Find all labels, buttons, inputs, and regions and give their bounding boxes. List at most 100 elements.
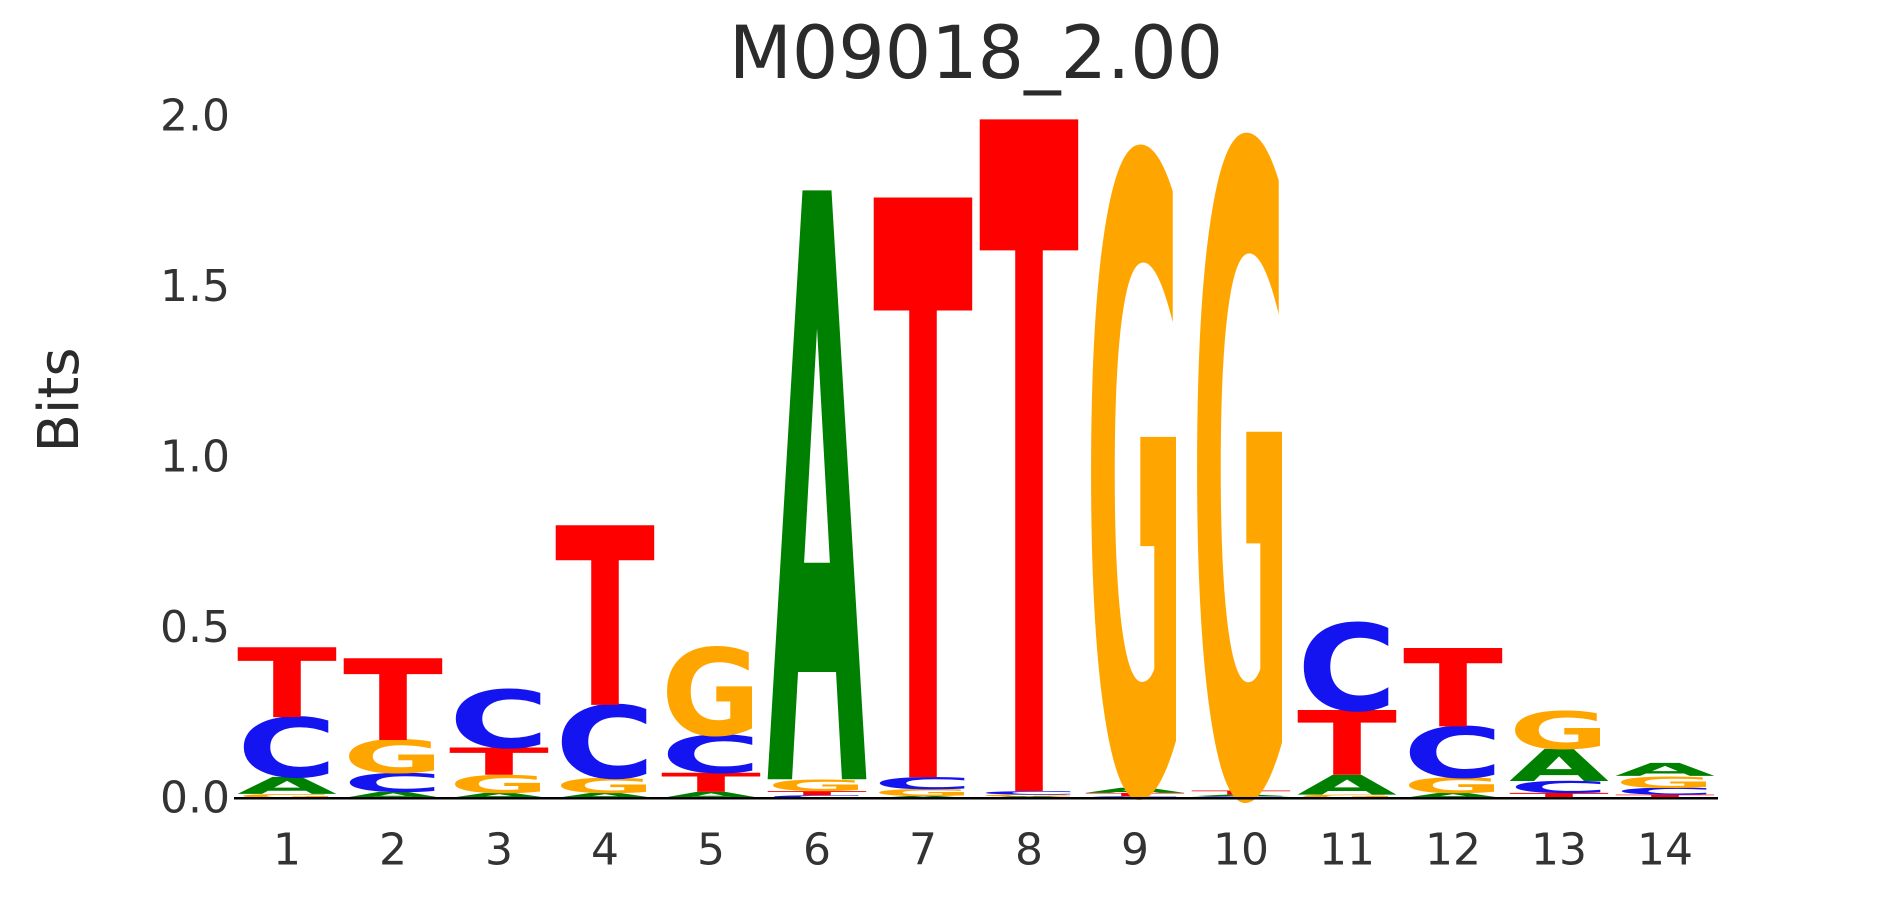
svg-text:A: A: [1191, 794, 1291, 797]
svg-text:T: T: [1085, 792, 1185, 797]
svg-text:A: A: [343, 790, 443, 800]
logo-letter-G: G: [661, 624, 761, 763]
svg-text:T: T: [555, 477, 655, 764]
svg-text:T: T: [979, 0, 1080, 900]
logo-letter-G: G: [1297, 794, 1397, 799]
svg-text:G: G: [555, 774, 655, 798]
svg-text:C: C: [1615, 786, 1715, 797]
logo-letter-C: C: [1615, 786, 1715, 797]
logo-letter-A: A: [237, 773, 337, 800]
svg-text:A: A: [237, 773, 337, 800]
x-tick-label: 6: [803, 825, 831, 876]
svg-text:A: A: [1509, 741, 1609, 792]
svg-text:T: T: [767, 790, 867, 797]
svg-text:C: C: [1297, 599, 1397, 738]
svg-text:G: G: [661, 624, 761, 763]
svg-text:C: C: [555, 685, 655, 802]
y-tick-label: 1.5: [160, 261, 230, 312]
svg-text:T: T: [1509, 791, 1609, 799]
logo-letter-G: G: [1615, 772, 1715, 791]
svg-text:T: T: [449, 740, 550, 784]
logo-letter-C: C: [343, 768, 443, 798]
svg-text:A: A: [555, 791, 655, 799]
svg-text:C: C: [343, 768, 443, 798]
svg-text:C: C: [449, 674, 549, 766]
logo-letter-T: T: [979, 0, 1080, 900]
svg-text:T: T: [1297, 693, 1398, 796]
y-tick-label: 1.0: [160, 432, 230, 483]
logo-letter-C: C: [1403, 713, 1503, 794]
svg-text:G: G: [767, 776, 867, 795]
logo-letter-C: C: [1297, 599, 1397, 738]
logo-letter-A: A: [1191, 794, 1291, 797]
logo-letter-G: G: [1085, 0, 1185, 900]
logo-letter-A: A: [449, 791, 549, 799]
x-tick-label: 14: [1637, 825, 1693, 876]
logo-letter-A: A: [1509, 741, 1609, 792]
svg-text:T: T: [1191, 789, 1291, 796]
logo-letter-C: C: [1509, 778, 1609, 797]
logo-letter-stacks: GACTACGTAGTCAGCTATCGCTGAAGCTAGCTCTAGCATG…: [237, 0, 1716, 900]
x-tick-label: 10: [1213, 825, 1269, 876]
x-axis-tick-labels: 1 2 3 4 5 6 7 8 9 10 11 12 13 14: [273, 825, 1693, 876]
logo-letter-T: T: [555, 477, 655, 764]
y-tick-label: 0.0: [160, 773, 230, 824]
svg-text:G: G: [1191, 0, 1291, 900]
x-tick-label: 7: [909, 825, 937, 876]
logo-letter-G: G: [449, 770, 549, 799]
x-tick-label: 5: [697, 825, 725, 876]
svg-text:T: T: [237, 629, 337, 741]
svg-text:G: G: [1085, 0, 1185, 900]
logo-letter-C: C: [873, 774, 973, 793]
logo-letter-C: C: [979, 790, 1079, 795]
svg-text:C: C: [661, 725, 761, 786]
logo-letter-A: A: [555, 791, 655, 799]
logo-letter-G: G: [237, 793, 337, 800]
svg-text:C: C: [979, 790, 1079, 795]
svg-text:A: A: [1403, 791, 1503, 799]
logo-letter-C: C: [555, 685, 655, 802]
svg-text:G: G: [873, 787, 973, 798]
y-axis-tick-labels: 0.0 0.5 1.0 1.5 2.0: [160, 91, 230, 824]
chart-title: M09018_2.00: [729, 11, 1223, 96]
x-tick-label: 12: [1425, 825, 1481, 876]
svg-text:G: G: [1297, 794, 1397, 799]
logo-letter-A: A: [343, 790, 443, 800]
logo-letter-C: C: [237, 701, 337, 797]
logo-letter-T: T: [1615, 794, 1715, 799]
x-tick-label: 13: [1531, 825, 1587, 876]
logo-letter-T: T: [1403, 628, 1503, 752]
svg-text:C: C: [237, 701, 337, 797]
logo-letter-T: T: [1297, 693, 1398, 796]
y-tick-label: 0.5: [160, 602, 230, 653]
x-tick-label: 8: [1015, 825, 1043, 876]
logo-letter-A: A: [1085, 786, 1185, 794]
logo-letter-G: G: [555, 774, 655, 798]
svg-text:C: C: [767, 795, 867, 799]
svg-text:A: A: [1297, 770, 1398, 801]
logo-letter-G: G: [343, 732, 443, 785]
svg-text:G: G: [1509, 701, 1609, 761]
svg-text:G: G: [979, 794, 1079, 797]
logo-letter-A: A: [661, 790, 761, 800]
svg-text:A: A: [661, 790, 761, 800]
x-tick-label: 2: [379, 825, 407, 876]
logo-letter-A: A: [1615, 759, 1716, 780]
logo-letter-C: C: [661, 725, 761, 786]
svg-text:A: A: [1615, 759, 1716, 780]
logo-letter-A: A: [1297, 770, 1398, 801]
logo-letter-G: G: [1191, 0, 1291, 900]
logo-letter-G: G: [1403, 774, 1503, 798]
logo-letter-T: T: [237, 629, 337, 741]
svg-text:A: A: [449, 791, 549, 799]
x-tick-label: 4: [591, 825, 619, 876]
svg-text:G: G: [343, 732, 443, 785]
logo-letter-T: T: [661, 768, 761, 798]
logo-letter-T: T: [449, 740, 550, 784]
logo-letter-A: A: [1403, 791, 1503, 799]
x-tick-label: 11: [1319, 825, 1375, 876]
x-tick-label: 9: [1121, 825, 1149, 876]
y-axis-label: Bits: [27, 347, 92, 452]
svg-text:A: A: [1085, 786, 1185, 794]
